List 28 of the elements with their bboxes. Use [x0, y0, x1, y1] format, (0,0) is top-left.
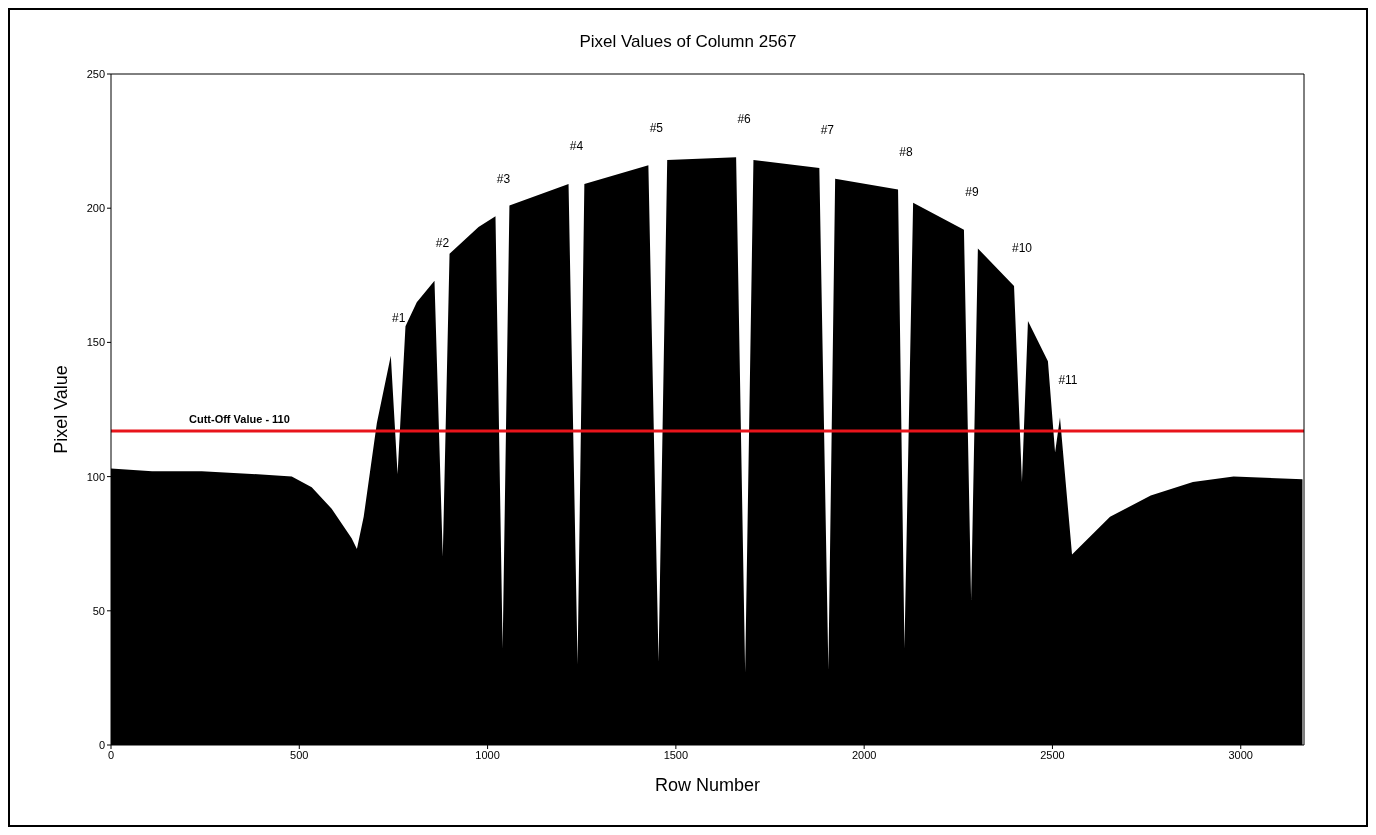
- annotation: #5: [649, 120, 664, 135]
- x-tick-label: 500: [290, 748, 309, 761]
- y-tick-label: 200: [86, 202, 105, 215]
- annotation: #3: [496, 171, 511, 186]
- x-axis-title: Row Number: [654, 775, 761, 795]
- annotation: #4: [569, 139, 584, 154]
- ref-line-label: Cutt-Off Value - 110: [189, 412, 290, 425]
- annotation: #7: [820, 123, 835, 138]
- annotation: #8: [899, 144, 914, 159]
- annotation: #1: [392, 311, 406, 326]
- y-tick-label: 50: [92, 604, 105, 617]
- x-tick-label: 1000: [475, 748, 500, 761]
- x-tick-label: 3000: [1228, 748, 1253, 761]
- y-axis-title: Pixel Value: [51, 365, 72, 454]
- x-tick-label: 0: [107, 748, 115, 761]
- annotation: #6: [737, 112, 752, 127]
- y-tick-label: 0: [98, 738, 105, 751]
- x-tick-label: 2000: [851, 748, 877, 761]
- annotation: #9: [965, 184, 979, 199]
- y-tick-label: 100: [86, 470, 105, 483]
- y-tick-label: 250: [86, 67, 105, 80]
- y-tick-label: 150: [86, 336, 105, 349]
- x-tick-label: 2500: [1040, 748, 1065, 761]
- annotation: #2: [435, 235, 450, 250]
- x-tick-label: 1500: [663, 748, 689, 761]
- annotation: #10: [1012, 241, 1033, 256]
- annotation: #11: [1058, 372, 1078, 387]
- chart-title: Pixel Values of Column 2567: [578, 32, 798, 52]
